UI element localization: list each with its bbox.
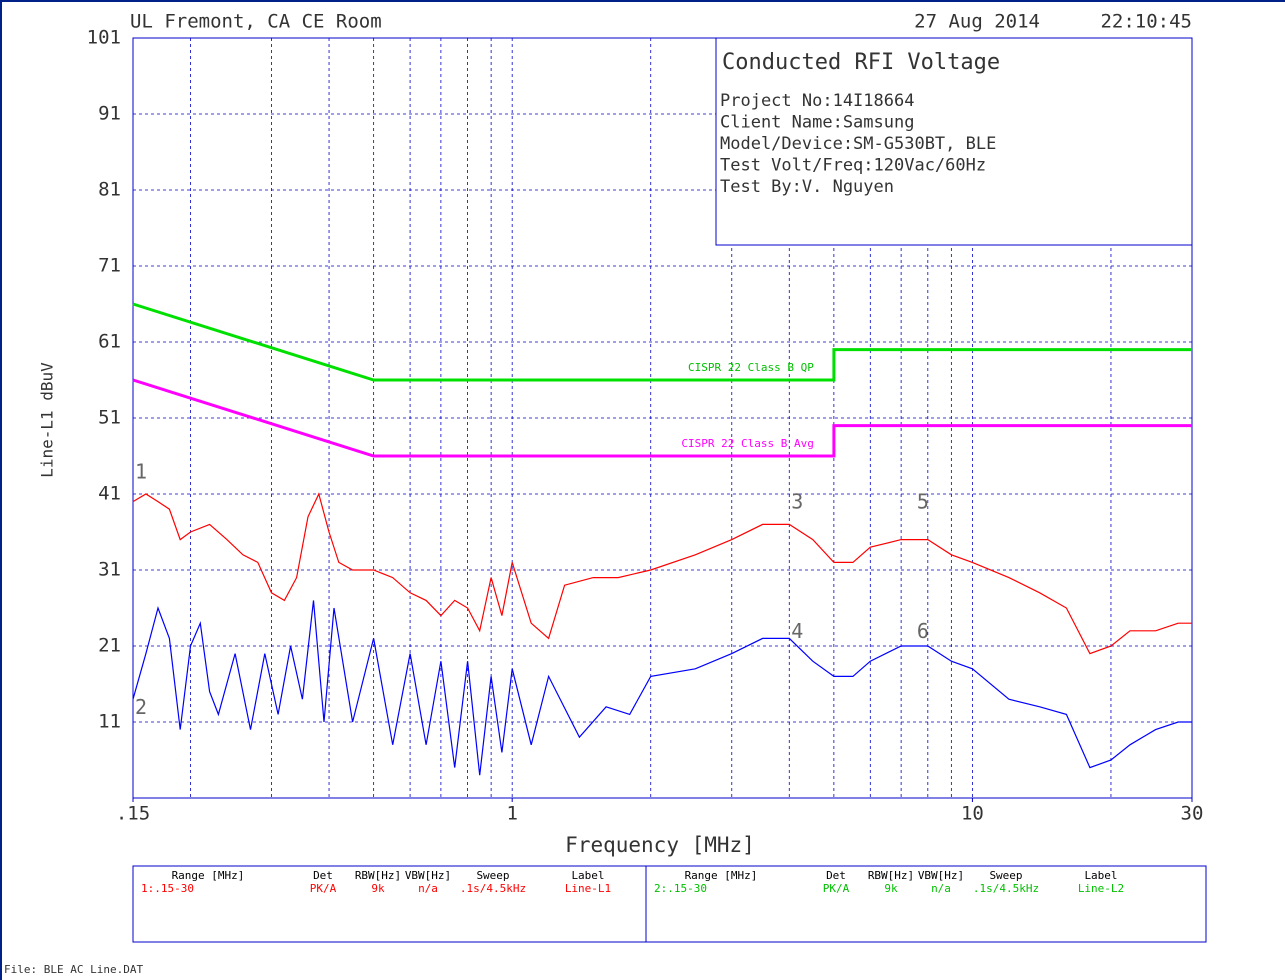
table-header: Label <box>571 869 604 882</box>
trace <box>132 600 1192 776</box>
x-tick-label: 30 <box>1181 803 1204 825</box>
limit-label: CISPR 22 Class B QP <box>688 361 814 374</box>
table-cell: n/a <box>931 882 951 895</box>
limit-label: CISPR 22 Class B Avg <box>681 437 813 450</box>
y-tick-label: 21 <box>98 635 121 657</box>
table-cell: Line-L1 <box>565 882 611 895</box>
settings-box <box>132 865 1207 943</box>
table-cell: 2:.15-30 <box>654 882 707 895</box>
y-tick-label: 81 <box>98 179 121 201</box>
marker-label: 4 <box>791 619 803 643</box>
table-cell: 9k <box>884 882 898 895</box>
table-header: Range [MHz] <box>172 869 245 882</box>
info-line: Project No:14I18664 <box>720 91 914 111</box>
table-header: Sweep <box>476 869 509 882</box>
y-tick-label: 91 <box>98 103 121 125</box>
table-header: Range [MHz] <box>685 869 758 882</box>
table-header: Sweep <box>989 869 1022 882</box>
table-header: Det <box>826 869 846 882</box>
table-cell: .1s/4.5kHz <box>460 882 526 895</box>
marker-label: 2 <box>135 695 147 719</box>
footer: File: BLE AC Line.DAT <box>4 963 143 976</box>
table-header: VBW[Hz] <box>918 869 964 882</box>
marker-label: 3 <box>791 490 803 514</box>
table-cell: Line-L2 <box>1078 882 1124 895</box>
x-tick-label: .15 <box>116 803 150 825</box>
info-line: Model/Device:SM-G530BT, BLE <box>720 134 996 154</box>
y-tick-label: 71 <box>98 255 121 277</box>
table-header: RBW[Hz] <box>355 869 401 882</box>
y-axis-label: Line-L1 dBuV <box>38 362 57 478</box>
info-line: Client Name:Samsung <box>720 113 914 133</box>
time: 22:10:45 <box>1100 11 1192 33</box>
y-tick-label: 31 <box>98 559 121 581</box>
trace <box>132 492 1192 655</box>
info-box <box>715 37 1193 246</box>
x-axis-label: Frequency [MHz] <box>565 833 755 857</box>
table-cell: n/a <box>418 882 438 895</box>
y-tick-label: 41 <box>98 483 121 505</box>
table-header: RBW[Hz] <box>868 869 914 882</box>
info-line: Test Volt/Freq:120Vac/60Hz <box>720 156 986 176</box>
table-cell: PK/A <box>823 882 850 895</box>
y-tick-label: 11 <box>98 711 121 733</box>
table-header: VBW[Hz] <box>405 869 451 882</box>
settings-table: Range [MHz] Det RBW[Hz] VBW[Hz] Sweep Label 1:… <box>141 869 1124 895</box>
limit-line <box>132 302 1192 382</box>
date: 27 Aug 2014 <box>914 11 1040 33</box>
y-tick-label: 101 <box>87 27 121 49</box>
table-cell: .1s/4.5kHz <box>973 882 1039 895</box>
table-cell: 9k <box>371 882 385 895</box>
limit-line <box>132 378 1192 458</box>
x-tick-label: 10 <box>961 803 984 825</box>
table-header: Det <box>313 869 333 882</box>
marker-label: 6 <box>917 619 929 643</box>
marker-label: 1 <box>135 459 147 483</box>
y-tick-label: 51 <box>98 407 121 429</box>
table-header: Label <box>1084 869 1117 882</box>
y-tick-label: 61 <box>98 331 121 353</box>
table-cell: 1:.15-30 <box>141 882 194 895</box>
table-cell: PK/A <box>310 882 337 895</box>
info-line: Test By:V. Nguyen <box>720 177 894 197</box>
marker-label: 5 <box>917 490 929 514</box>
x-tick-label: 1 <box>506 803 517 825</box>
site: UL Fremont, CA CE Room <box>130 11 382 33</box>
info-title: Conducted RFI Voltage <box>722 50 1000 75</box>
